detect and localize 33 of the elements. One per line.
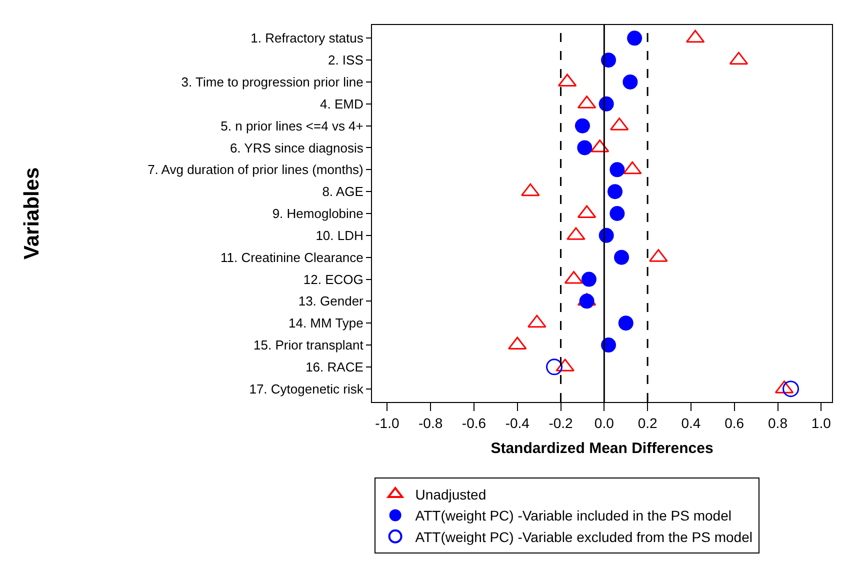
x-axis-title: Standardized Mean Differences	[490, 440, 714, 457]
y-tick-label: 1. Refractory status	[250, 30, 364, 46]
x-tick-label: 0.2	[638, 414, 658, 431]
x-tick-label: -0.8	[418, 414, 443, 431]
y-tick-label: 16. RACE	[306, 359, 364, 374]
y-tick-label: 5. n prior lines <=4 vs 4+	[220, 118, 364, 134]
legend-label: Unadjusted	[415, 486, 486, 502]
y-tick-label: 15. Prior transplant	[254, 338, 364, 353]
y-tick-label: 17. Cytogenetic risk	[249, 381, 364, 396]
y-tick-label: 9. Hemoglobine	[272, 206, 364, 222]
y-tick-label: 7. Avg duration of prior lines (months)	[148, 162, 364, 178]
x-tick-label: 1.0	[811, 414, 832, 431]
y-tick-label: 10. LDH	[316, 228, 364, 243]
y-tick-label: 11. Creatinine Clearance	[220, 250, 364, 265]
y-tick-label: 3. Time to progression prior line	[181, 74, 364, 90]
x-tick-label: -0.4	[505, 414, 530, 431]
x-tick-label: -0.6	[462, 414, 486, 431]
x-tick-label: 0.0	[594, 414, 614, 431]
y-tick-label: 14. MM Type	[288, 316, 364, 331]
y-axis-title: Variables	[20, 167, 44, 260]
y-tick-label: 4. EMD	[320, 96, 364, 112]
x-tick-label: 0.6	[724, 414, 744, 431]
y-tick-label: 8. AGE	[322, 184, 364, 200]
x-tick-label: -1.0	[375, 414, 400, 431]
x-tick-label: -0.2	[548, 414, 574, 431]
legend-label: ATT(weight PC) -Variable included in the PS model	[415, 508, 732, 524]
y-tick-label: 13. Gender	[298, 294, 364, 309]
y-tick-label: 12. ECOG	[303, 272, 364, 287]
y-tick-label: 6. YRS since diagnosis	[230, 140, 364, 156]
x-tick-label: 0.8	[768, 414, 788, 431]
y-tick-label: 2. ISS	[328, 52, 364, 68]
x-tick-label: 0.4	[681, 414, 701, 431]
legend-label: ATT(weight PC) -Variable excluded from the PS model	[415, 528, 752, 545]
